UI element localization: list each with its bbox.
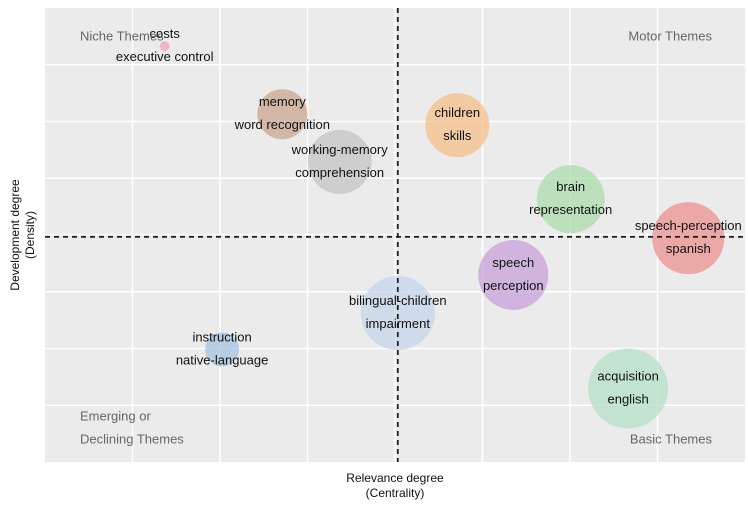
quadrant-label: Basic Themes <box>630 431 713 446</box>
bubble <box>257 89 308 140</box>
bubble <box>360 276 435 351</box>
bubble <box>307 129 372 194</box>
bubble-label: skills <box>443 128 472 143</box>
bubble <box>588 348 669 429</box>
bubble <box>652 202 725 275</box>
quadrant-label: Emerging or <box>80 408 151 423</box>
bubble-label: representation <box>529 202 612 217</box>
bubble-label: speech <box>492 255 534 270</box>
x-axis-title: (Centrality) <box>366 486 425 500</box>
bubble-label: working-memory <box>291 142 389 157</box>
bubble-label: executive control <box>116 49 214 64</box>
bubble <box>478 239 549 310</box>
bubble <box>159 41 170 52</box>
y-axis-title: Development degree <box>8 179 22 291</box>
bubble <box>205 332 240 367</box>
quadrant-label: Motor Themes <box>628 28 712 43</box>
bubble-label: impairment <box>366 316 431 331</box>
bubble-label: word recognition <box>234 117 330 132</box>
bubble-label: acquisition <box>597 368 658 383</box>
bubble-label: memory <box>259 94 306 109</box>
bubble-label: spanish <box>666 241 711 256</box>
bubble-label: speech-perception <box>635 218 742 233</box>
bubble <box>536 165 605 234</box>
bubble-label: instruction <box>192 329 251 344</box>
bubble-label: comprehension <box>295 165 384 180</box>
quadrant-label: Declining Themes <box>80 431 184 446</box>
bubble-label: children <box>435 105 481 120</box>
bubble-label: perception <box>483 278 544 293</box>
quadrant-label: Niche Themes <box>80 28 164 43</box>
bubble-label: costs <box>150 26 181 41</box>
bubble-label: english <box>607 391 648 406</box>
x-axis-title: Relevance degree <box>346 471 444 485</box>
bubble <box>425 93 490 158</box>
bubble-label: native-language <box>176 352 269 367</box>
y-axis-title: (Density) <box>23 211 37 259</box>
bubble-label: bilingual-children <box>349 293 447 308</box>
bubble-label: brain <box>556 179 585 194</box>
